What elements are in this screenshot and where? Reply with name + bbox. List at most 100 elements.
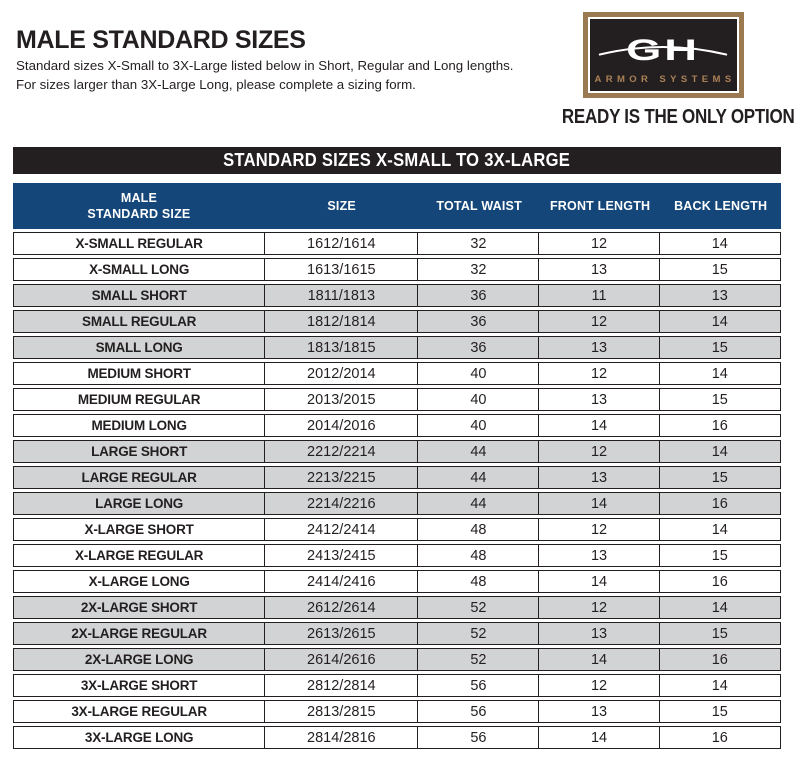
cell-back-length: 15 <box>711 339 728 356</box>
cell-front-length: 12 <box>539 597 660 618</box>
column-header-line2: STANDARD SIZE <box>87 207 191 221</box>
cell-front-length: 12 <box>539 233 660 254</box>
table-row: X-SMALL LONG 1613/1615 32 13 15 <box>13 258 781 281</box>
table-body: X-SMALL REGULAR 1612/1614 32 12 14 X-SMALL LO… <box>13 232 781 749</box>
cell-front-length: 14 <box>539 727 660 748</box>
cell-back-length: 14 <box>711 365 728 382</box>
cell-back-length: 15 <box>711 547 728 564</box>
cell-back-length: 16 <box>711 417 728 434</box>
subtitle-line-2: For sizes larger than 3X-Large Long, ple… <box>16 76 416 92</box>
cell-standard-size: X-SMALL REGULAR <box>14 233 266 254</box>
cell-standard-size: X-LARGE SHORT <box>14 519 266 540</box>
cell-standard-size: LARGE SHORT <box>14 441 266 462</box>
cell-back-length: 14 <box>711 235 728 252</box>
cell-front-length: 11 <box>539 285 660 306</box>
cell-back-length: 15 <box>711 261 728 278</box>
cell-front-length: 13 <box>539 623 660 644</box>
cell-back-length: 14 <box>711 521 728 538</box>
title-block: MALE STANDARD SIZES Standard sizes X-Sma… <box>16 26 526 95</box>
subtitle-line-1: Standard sizes X-Small to 3X-Large liste… <box>16 58 514 73</box>
table-header-row: MALE STANDARD SIZE SIZE TOTAL WAIST FRON… <box>13 183 781 229</box>
cell-standard-size: 2X-LARGE SHORT <box>14 597 266 618</box>
cell-back-length: 14 <box>711 677 728 694</box>
cell-size: 2414/2416 <box>265 571 419 592</box>
table-row: 2X-LARGE SHORT 2612/2614 52 12 14 <box>13 596 781 619</box>
swoosh-icon <box>598 45 728 56</box>
table-row: 3X-LARGE REGULAR 2813/2815 56 13 15 <box>13 700 781 723</box>
cell-standard-size: SMALL LONG <box>14 337 266 358</box>
table-row: LARGE REGULAR 2213/2215 44 13 15 <box>13 466 781 489</box>
table-row: MEDIUM LONG 2014/2016 40 14 16 <box>13 414 781 437</box>
cell-total-waist: 56 <box>418 727 540 748</box>
cell-standard-size: SMALL REGULAR <box>14 311 266 332</box>
cell-back-length: 16 <box>711 495 728 512</box>
cell-front-length: 13 <box>539 337 660 358</box>
logo-name: ARMOR SYSTEMS <box>594 74 736 85</box>
table-row: MEDIUM REGULAR 2013/2015 40 13 15 <box>13 388 781 411</box>
cell-standard-size: X-LARGE LONG <box>14 571 266 592</box>
table-title: STANDARD SIZES X-SMALL TO 3X-LARGE <box>223 150 571 170</box>
column-header-line1: MALE <box>120 190 158 205</box>
cell-total-waist: 56 <box>418 675 540 696</box>
cell-front-length: 14 <box>539 649 660 670</box>
brand-block: GH ARMOR SYSTEMS READY IS THE ONLY OPTIO… <box>541 12 794 129</box>
cell-total-waist: 36 <box>418 337 540 358</box>
cell-front-length: 12 <box>539 311 660 332</box>
cell-front-length: 13 <box>539 701 660 722</box>
table-row: 2X-LARGE LONG 2614/2616 52 14 16 <box>13 648 781 671</box>
table-row: SMALL REGULAR 1812/1814 36 12 14 <box>13 310 781 333</box>
cell-total-waist: 36 <box>418 285 540 306</box>
cell-size: 2412/2414 <box>265 519 419 540</box>
cell-standard-size: X-LARGE REGULAR <box>14 545 266 566</box>
cell-total-waist: 44 <box>418 467 540 488</box>
cell-total-waist: 44 <box>418 493 540 514</box>
cell-front-length: 14 <box>539 571 660 592</box>
cell-back-length: 15 <box>711 703 728 720</box>
cell-size: 2212/2214 <box>265 441 419 462</box>
cell-front-length: 13 <box>539 259 660 280</box>
cell-standard-size: LARGE REGULAR <box>14 467 266 488</box>
cell-back-length: 14 <box>711 443 728 460</box>
table-row: 3X-LARGE LONG 2814/2816 56 14 16 <box>13 726 781 749</box>
cell-size: 2613/2615 <box>265 623 419 644</box>
column-header-total-waist: TOTAL WAIST <box>436 198 522 213</box>
table-row: LARGE SHORT 2212/2214 44 12 14 <box>13 440 781 463</box>
cell-size: 2612/2614 <box>265 597 419 618</box>
cell-front-length: 12 <box>539 363 660 384</box>
cell-standard-size: 3X-LARGE SHORT <box>14 675 266 696</box>
gh-armor-logo: GH ARMOR SYSTEMS <box>582 12 744 98</box>
cell-total-waist: 36 <box>418 311 540 332</box>
cell-total-waist: 40 <box>418 415 540 436</box>
cell-standard-size: SMALL SHORT <box>14 285 266 306</box>
cell-size: 2413/2415 <box>265 545 419 566</box>
cell-back-length: 16 <box>711 573 728 590</box>
logo-monogram: GH <box>626 34 700 67</box>
cell-total-waist: 48 <box>418 571 540 592</box>
cell-front-length: 14 <box>539 415 660 436</box>
cell-size: 1813/1815 <box>265 337 419 358</box>
cell-back-length: 15 <box>711 391 728 408</box>
cell-standard-size: 3X-LARGE LONG <box>14 727 266 748</box>
cell-front-length: 13 <box>539 467 660 488</box>
cell-total-waist: 56 <box>418 701 540 722</box>
cell-size: 2013/2015 <box>265 389 419 410</box>
cell-standard-size: X-SMALL LONG <box>14 259 266 280</box>
table-row: X-LARGE LONG 2414/2416 48 14 16 <box>13 570 781 593</box>
cell-total-waist: 44 <box>418 441 540 462</box>
logo-tagline: READY IS THE ONLY OPTION. <box>541 106 794 129</box>
cell-size: 1613/1615 <box>265 259 419 280</box>
table-row: MEDIUM SHORT 2012/2014 40 12 14 <box>13 362 781 385</box>
cell-total-waist: 40 <box>418 389 540 410</box>
cell-size: 2812/2814 <box>265 675 419 696</box>
cell-standard-size: MEDIUM SHORT <box>14 363 266 384</box>
table-row: SMALL SHORT 1811/1813 36 11 13 <box>13 284 781 307</box>
cell-total-waist: 32 <box>418 233 540 254</box>
cell-size: 2014/2016 <box>265 415 419 436</box>
cell-size: 2213/2215 <box>265 467 419 488</box>
header: MALE STANDARD SIZES Standard sizes X-Sma… <box>0 0 794 147</box>
cell-front-length: 12 <box>539 519 660 540</box>
cell-size: 1612/1614 <box>265 233 419 254</box>
cell-back-length: 15 <box>711 469 728 486</box>
cell-front-length: 12 <box>539 675 660 696</box>
